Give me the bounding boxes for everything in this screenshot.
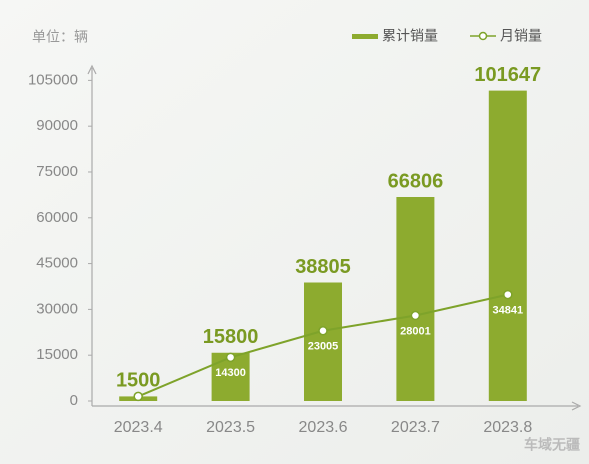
bar-value-label: 1500 — [116, 370, 161, 392]
bar-value-label: 38805 — [295, 256, 351, 278]
y-axis-arrow — [87, 64, 97, 75]
legend-swatch-point — [478, 31, 488, 41]
x-tick-label: 2023.5 — [206, 419, 255, 436]
y-tick-label: 105000 — [28, 71, 78, 88]
x-axis-arrow — [571, 401, 582, 411]
watermark: 车域无疆 — [524, 437, 580, 453]
bar — [488, 90, 527, 402]
bar-value-label: 101647 — [474, 64, 541, 86]
y-tick-label: 45000 — [36, 255, 78, 272]
line-point — [225, 352, 236, 363]
line-value-label: 34841 — [493, 305, 524, 317]
bar — [396, 197, 435, 401]
bar-value-label: 15800 — [203, 326, 259, 348]
y-tick-label: 60000 — [36, 209, 78, 226]
x-tick-label: 2023.4 — [114, 419, 163, 436]
line-point — [318, 326, 328, 336]
x-tick-label: 2023.8 — [483, 419, 532, 436]
line-value-label: 28001 — [400, 325, 431, 337]
x-tick-label: 2023.7 — [391, 419, 440, 436]
legend-swatch — [352, 34, 378, 39]
line-value-label: 23005 — [308, 341, 339, 353]
y-tick-label: 75000 — [36, 163, 78, 180]
bar — [304, 282, 342, 401]
bar-value-label: 66806 — [388, 170, 444, 192]
legend-label: 累计销量 — [382, 28, 438, 44]
x-tick-label: 2023.6 — [299, 419, 348, 436]
y-tick-label: 0 — [70, 392, 78, 409]
line-point — [503, 289, 513, 300]
y-tick-label: 90000 — [36, 117, 78, 134]
legend-label: 月销量 — [500, 28, 542, 44]
y-tick-label: 30000 — [36, 300, 78, 317]
line-value-label: 14300 — [215, 367, 246, 379]
line-point — [133, 391, 143, 402]
unit-label: 单位：辆 — [32, 29, 88, 45]
line-point — [410, 310, 421, 321]
y-tick-label: 15000 — [36, 346, 78, 363]
